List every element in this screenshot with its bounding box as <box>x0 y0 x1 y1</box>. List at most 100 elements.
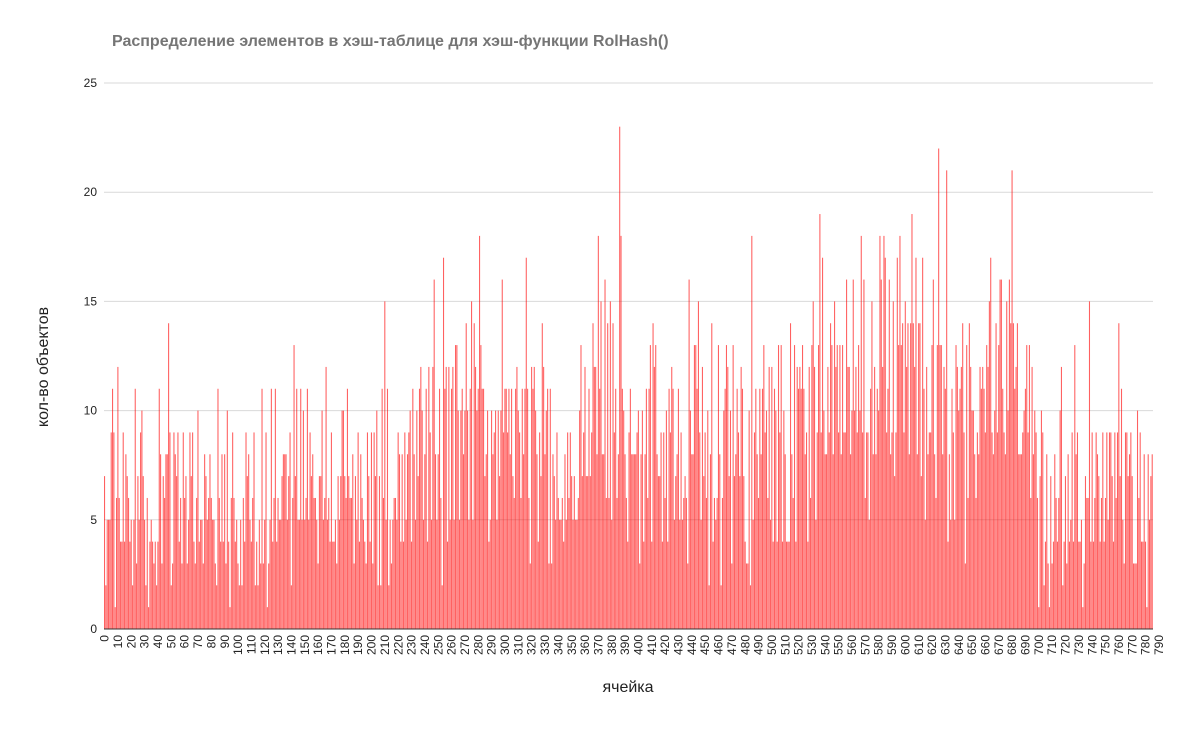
x-tick-label: 760 <box>1112 635 1126 655</box>
bar <box>692 454 694 629</box>
bar <box>264 519 266 629</box>
bar <box>625 497 627 629</box>
bar <box>455 345 457 629</box>
bar <box>779 432 781 629</box>
bar <box>795 541 797 629</box>
bar <box>802 345 804 629</box>
bar <box>771 366 773 629</box>
bar <box>719 454 721 629</box>
bar <box>859 410 861 629</box>
bar <box>967 497 969 629</box>
bar <box>970 366 972 629</box>
bar <box>1096 454 1099 629</box>
bar <box>141 410 143 629</box>
bar <box>1128 454 1131 629</box>
bar <box>434 454 437 629</box>
bar <box>276 541 278 629</box>
bar <box>749 585 752 629</box>
bar <box>987 366 989 629</box>
bar <box>854 410 856 629</box>
bar <box>621 388 623 629</box>
bar <box>935 497 937 629</box>
bar <box>704 432 706 629</box>
bar <box>1047 563 1049 629</box>
bar <box>425 388 427 629</box>
bar <box>1091 432 1093 629</box>
bar <box>856 432 858 629</box>
bar <box>357 432 359 629</box>
bar <box>549 388 551 629</box>
bar <box>595 366 597 629</box>
bar <box>109 519 111 629</box>
bar <box>452 366 454 629</box>
bar <box>836 345 838 629</box>
bar <box>372 563 374 629</box>
bar <box>553 476 555 629</box>
bar <box>382 497 385 629</box>
bar <box>593 366 595 629</box>
bar <box>286 519 288 629</box>
bar <box>321 410 323 629</box>
x-tick-label: 280 <box>471 635 485 655</box>
bar <box>1059 410 1061 629</box>
bar <box>296 388 298 629</box>
bar <box>270 388 272 629</box>
bar <box>982 366 984 629</box>
bar <box>1062 585 1064 629</box>
bar <box>325 366 327 629</box>
bar <box>1064 476 1066 629</box>
bar <box>405 519 407 629</box>
bar <box>846 279 848 629</box>
bar <box>288 476 290 629</box>
bar <box>165 454 167 629</box>
bar <box>169 432 171 629</box>
bar <box>920 476 922 629</box>
bar <box>665 410 667 629</box>
bar <box>753 432 756 629</box>
bar <box>571 476 573 629</box>
bar <box>189 432 191 629</box>
bar <box>1108 432 1111 629</box>
bar <box>783 410 785 629</box>
bar <box>305 497 307 629</box>
bar <box>1143 454 1145 629</box>
bar <box>500 410 502 629</box>
bar <box>202 563 204 629</box>
x-tick-label: 600 <box>898 635 912 655</box>
bar <box>164 497 166 629</box>
bar <box>385 519 387 629</box>
bar <box>516 366 518 629</box>
bar <box>818 345 820 629</box>
bar <box>912 323 914 629</box>
x-tick-label: 110 <box>244 635 258 654</box>
bar <box>1099 541 1101 629</box>
bar <box>895 432 897 629</box>
bar <box>772 541 774 629</box>
bar <box>820 432 822 629</box>
bar <box>477 388 479 629</box>
bar <box>244 541 246 629</box>
bar <box>241 585 243 629</box>
bar <box>440 497 442 629</box>
bar <box>177 432 179 629</box>
bar <box>517 410 519 629</box>
bar <box>616 497 618 629</box>
bar <box>1115 497 1117 629</box>
bar <box>966 345 968 629</box>
x-tick-label: 560 <box>845 635 859 655</box>
bar <box>760 454 762 629</box>
bar <box>999 279 1001 629</box>
bar <box>1046 454 1048 629</box>
bar <box>213 519 215 629</box>
bar <box>1114 432 1116 629</box>
bar <box>835 366 837 629</box>
bar <box>839 345 841 629</box>
bar <box>645 388 647 629</box>
bar <box>699 432 701 629</box>
x-tick-label: 120 <box>258 635 272 655</box>
x-tick-label: 640 <box>952 635 966 655</box>
bar <box>919 323 921 629</box>
x-tick-label: 80 <box>204 635 218 649</box>
bar <box>257 585 259 629</box>
bar <box>180 497 182 629</box>
